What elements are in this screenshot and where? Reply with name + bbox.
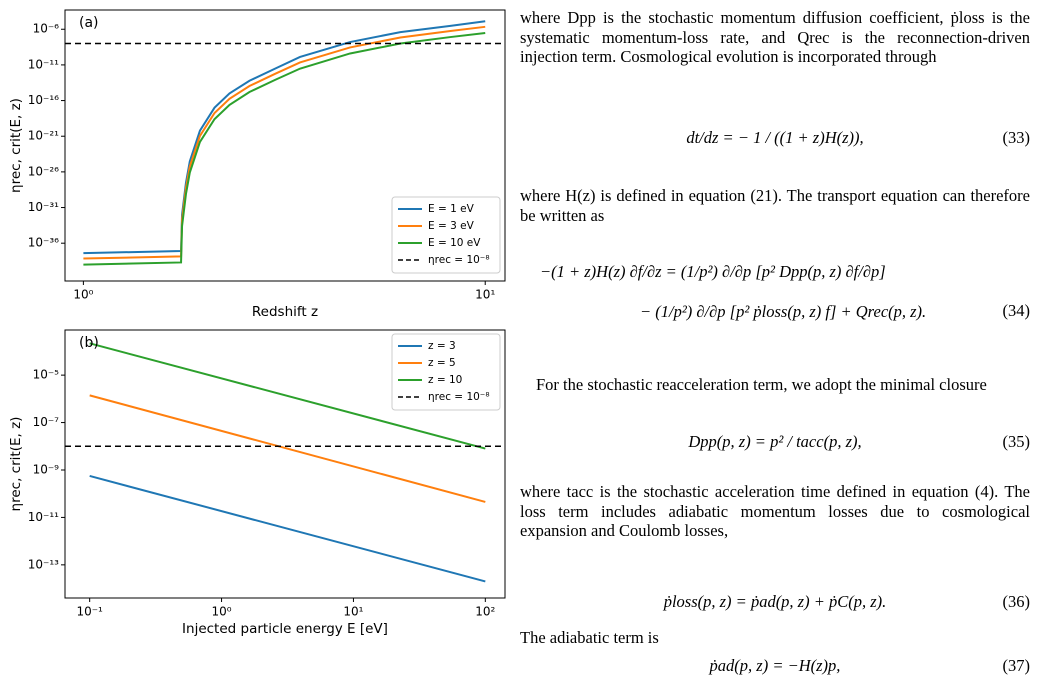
equation: ṗad(p, z) = −H(z)p, (37)	[520, 656, 1030, 676]
equation: ṗloss(p, z) = ṗad(p, z) + ṗC(p, z). (36)	[520, 592, 1030, 612]
plot-area	[65, 342, 505, 583]
paragraph: where H(z) is defined in equation (21). …	[520, 186, 1030, 225]
y-tick-label: 10⁻⁷	[33, 415, 60, 429]
panel-label: (b)	[79, 335, 99, 351]
y-tick-label: 10⁻³⁶	[28, 236, 59, 250]
x-axis-label: Injected particle energy E [eV]	[182, 621, 388, 637]
legend-label: ηrec = 10⁻⁸	[428, 254, 490, 266]
y-tick-label: 10⁻⁹	[33, 462, 60, 476]
equation-number: (35)	[1002, 432, 1031, 451]
y-tick-label: 10⁻¹¹	[28, 510, 59, 524]
legend-box	[391, 196, 501, 274]
legend-label: E = 10 eV	[428, 237, 481, 249]
figure: 10⁰ 10¹ 10⁻⁶ 10⁻¹¹ 10⁻¹⁶ 10⁻²¹ 10⁻²⁶ 10⁻³¹ 10⁻³⁶…	[8, 9, 506, 637]
x-tick-label: 10¹	[343, 605, 363, 619]
equation-number: (36)	[1002, 592, 1031, 611]
legend-label: E = 3 eV	[428, 220, 475, 232]
paragraph: where Dpp is the stochastic momentum dif…	[520, 8, 1030, 66]
y-tick-label: 10⁻⁵	[33, 368, 60, 382]
y-tick-label: 10⁻¹¹	[28, 57, 59, 71]
data-line	[89, 342, 486, 450]
equation-line: ṗad(p, z) = −H(z)p,	[709, 656, 841, 675]
legend-label: ηrec = 10⁻⁸	[428, 391, 490, 403]
equation: Dpp(p, z) = p² / tacc(p, z), (35)	[520, 432, 1030, 452]
equation-line: dt/dz = − 1 / ((1 + z)H(z)),	[686, 128, 864, 147]
data-line	[83, 31, 486, 266]
equation-line: − (1/p²) ∂/∂p [p² ṗloss(p, z) f] + Qrec(…	[640, 301, 927, 321]
legend-box	[391, 333, 501, 411]
paragraph: where tacc is the stochastic acceleratio…	[520, 482, 1030, 540]
axes-frame	[64, 329, 506, 599]
legend-label: z = 10	[428, 374, 462, 386]
equation: dt/dz = − 1 / ((1 + z)H(z)), (33)	[520, 128, 1030, 148]
x-axis-label: Redshift z	[252, 304, 318, 320]
equation-number: (33)	[1002, 128, 1031, 147]
axes-frame	[64, 9, 506, 282]
y-tick-label: 10⁻²⁶	[28, 164, 59, 178]
equation-number: (34)	[1002, 301, 1031, 320]
equation-line: Dpp(p, z) = p² / tacc(p, z),	[688, 432, 862, 451]
y-tick-label: 10⁻⁶	[33, 22, 60, 36]
plot-area	[65, 20, 505, 266]
equation: −(1 + z)H(z) ∂f/∂z = (1/p²) ∂/∂p [p² Dpp…	[520, 262, 1030, 321]
legend-label: z = 3	[428, 340, 456, 352]
legend-label: z = 5	[428, 357, 456, 369]
x-tick-label: 10⁰	[212, 605, 232, 619]
equation-line: −(1 + z)H(z) ∂f/∂z = (1/p²) ∂/∂p [p² Dpp…	[540, 262, 886, 281]
x-tick-label: 10²	[475, 605, 495, 619]
paragraph: The adiabatic term is	[520, 628, 659, 647]
data-line	[89, 394, 486, 503]
paragraph: For the stochastic reacceleration term, …	[536, 375, 987, 394]
equation-line: ṗloss(p, z) = ṗad(p, z) + ṗC(p, z).	[663, 592, 887, 611]
y-tick-label: 10⁻³¹	[28, 200, 59, 214]
legend-label: E = 1 eV	[428, 203, 475, 215]
equation-number: (37)	[1002, 656, 1031, 675]
panel-label: (a)	[79, 15, 99, 31]
y-tick-label: 10⁻¹³	[28, 557, 59, 571]
y-tick-label: 10⁻²¹	[28, 129, 59, 143]
x-tick-label: 10⁻¹	[76, 605, 103, 619]
x-tick-label: 10¹	[475, 288, 495, 302]
data-line	[89, 474, 486, 583]
y-axis-label: ηrec, crit(E, z)	[8, 98, 24, 193]
y-axis-label: ηrec, crit(E, z)	[8, 417, 24, 512]
y-tick-label: 10⁻¹⁶	[28, 93, 59, 107]
x-tick-label: 10⁰	[73, 288, 93, 302]
